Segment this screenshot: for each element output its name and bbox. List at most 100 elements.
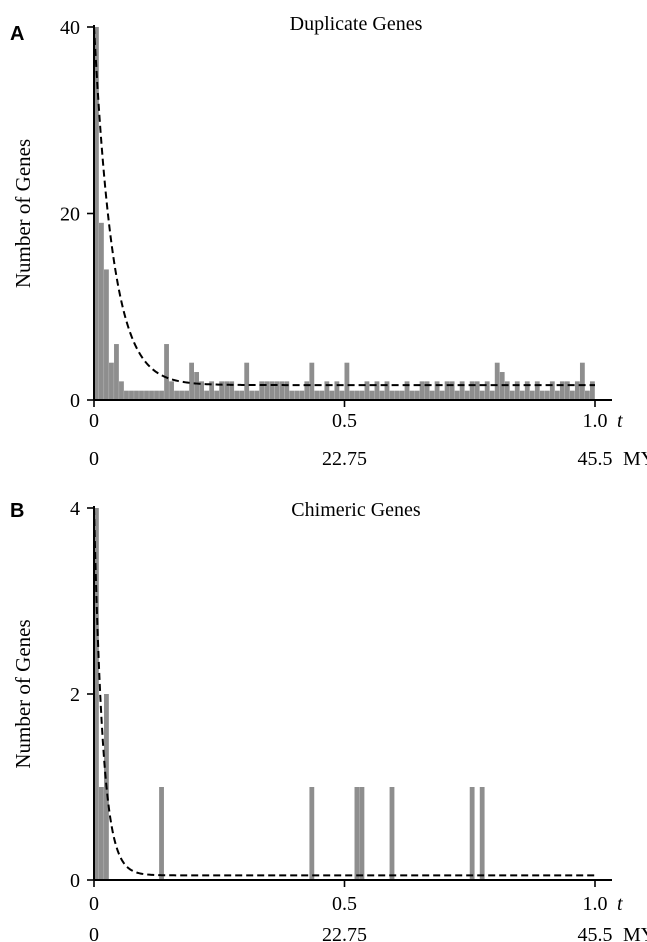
x-unit-t: t [617,893,623,915]
bar [314,390,320,400]
bar [119,381,124,400]
bar [94,27,99,400]
bar [329,390,335,400]
bar [459,381,465,400]
bar [579,362,585,400]
fit-curve [93,26,595,387]
y-tick-label: 4 [70,498,80,520]
bar [284,381,290,400]
bar [444,381,450,400]
bar [469,787,475,880]
y-axis-label: Number of Genes [11,619,35,768]
bar [384,381,390,400]
bar [434,381,440,400]
bar [354,390,360,400]
bar [219,381,225,400]
bar [414,390,420,400]
bar [249,390,255,400]
bar [309,362,315,400]
bar [354,787,360,880]
x-tick-label-t: 1.0 [583,893,608,915]
bar [584,390,590,400]
panel-letter: B [10,500,24,522]
bar [214,390,220,400]
bar [479,787,485,880]
bar [309,787,315,880]
bar [144,390,149,400]
bar [429,390,435,400]
bar [494,362,500,400]
bar [124,390,129,400]
bar [179,390,184,400]
bar [209,381,215,400]
bar [164,344,169,400]
bar [469,381,475,400]
bar [574,381,580,400]
bar [334,381,340,400]
bar [439,390,445,400]
bar [554,390,560,400]
bar [234,390,240,400]
bar [94,508,99,880]
bar [474,381,480,400]
bar [359,390,365,400]
bar [204,390,210,400]
x-tick-label-t: 0 [89,893,99,915]
bar [369,390,375,400]
bar [449,381,455,400]
bar [564,381,570,400]
bar [299,390,305,400]
bar [239,390,245,400]
x-tick-label-t: 0.5 [332,410,357,432]
bar [294,390,300,400]
bar [539,390,545,400]
x-tick-label-my: 0 [89,448,99,470]
bar [349,390,355,400]
bar [404,381,410,400]
bar [534,381,540,400]
y-tick-label: 0 [70,390,80,412]
bar [154,390,159,400]
x-tick-label-t: 0 [89,410,99,432]
x-tick-label-my: 22.75 [322,924,367,942]
bar [114,344,119,400]
bar [464,390,470,400]
bar [479,390,485,400]
bar [544,390,550,400]
bar [419,381,425,400]
bar [504,381,510,400]
x-unit-t: t [617,410,623,432]
bar [184,390,189,400]
x-tick-label-my: 22.75 [322,448,367,470]
bar [129,390,134,400]
bar [559,381,565,400]
bar [319,390,325,400]
bar [344,362,350,400]
x-tick-label-my: 45.5 [578,448,613,470]
bar [394,390,400,400]
x-unit-my: MY [623,448,647,470]
bar [159,787,164,880]
bar [339,390,345,400]
bar [324,381,330,400]
bar [409,390,415,400]
x-tick-label-my: 0 [89,924,99,942]
bar [244,362,250,400]
x-tick-label-t: 1.0 [583,410,608,432]
bar [364,381,370,400]
y-tick-label: 2 [70,684,80,706]
chart-title: Duplicate Genes [290,13,423,35]
bar [274,381,280,400]
chart-title: Chimeric Genes [291,499,421,521]
bar [304,381,310,400]
bar [254,390,260,400]
bar [399,390,405,400]
bar [389,787,395,880]
bar [454,390,460,400]
bar [289,390,295,400]
bar [229,381,235,400]
bar [529,390,535,400]
